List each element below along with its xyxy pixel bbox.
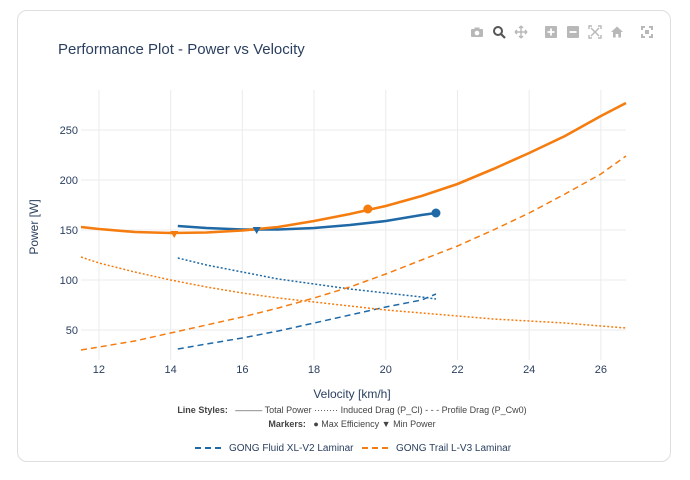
chart-card [17, 10, 671, 462]
y-tick-label-3: 200 [60, 175, 78, 187]
markers-note: Markers: ● Max Efficiency ▼ Min Power [268, 414, 435, 431]
camera-icon[interactable] [468, 23, 486, 41]
line-styles-text: ——— Total Power ········ Induced Drag (P… [235, 405, 526, 415]
y-axis-ticks: 50 100 150 200 250 [60, 125, 78, 337]
modebar [468, 23, 660, 41]
legend-label-0: GONG Fluid XL-V2 Laminar [229, 443, 354, 454]
pan-icon[interactable] [512, 23, 530, 41]
series-0-min-power-marker[interactable] [252, 227, 261, 234]
y-tick-label-0: 50 [66, 325, 78, 337]
legend-item-1[interactable]: GONG Trail L-V3 Laminar [362, 443, 512, 454]
series-0-induced-drag-line[interactable] [177, 257, 437, 300]
x-tick-label-4: 20 [380, 364, 392, 376]
y-tick-label-1: 100 [60, 275, 78, 287]
markers-text: ● Max Efficiency ▼ Min Power [313, 419, 435, 429]
home-icon[interactable] [608, 23, 626, 41]
line-styles-note: Line Styles: ——— Total Power ········ In… [177, 400, 526, 417]
y-axis-label: Power [W] [27, 199, 41, 254]
autoscale-icon[interactable] [586, 23, 604, 41]
y-tick-label-2: 150 [60, 225, 78, 237]
zoom-out-icon[interactable] [564, 23, 582, 41]
fullscreen-icon[interactable] [638, 23, 656, 41]
zoom-in-icon[interactable] [542, 23, 560, 41]
markers-label: Markers: [268, 419, 306, 429]
series-0-total-power-line[interactable] [177, 211, 437, 231]
x-axis-label: Velocity [km/h] [313, 387, 390, 401]
legend-label-1: GONG Trail L-V3 Laminar [396, 443, 512, 454]
chart-title: Performance Plot - Power vs Velocity [58, 41, 305, 58]
x-tick-label-2: 16 [236, 364, 248, 376]
line-styles-label: Line Styles: [177, 405, 228, 415]
x-tick-label-1: 14 [165, 364, 177, 376]
x-tick-label-6: 24 [523, 364, 535, 376]
x-tick-label-7: 26 [595, 364, 607, 376]
series-0-max-efficiency-marker[interactable] [431, 208, 441, 218]
series-1-total-power-line[interactable] [80, 101, 627, 235]
x-tick-label-5: 22 [451, 364, 463, 376]
zoom-icon[interactable] [490, 23, 508, 41]
series-1-induced-drag-line[interactable] [80, 256, 627, 329]
legend-item-0[interactable]: GONG Fluid XL-V2 Laminar [195, 443, 354, 454]
plot-area[interactable] [80, 101, 627, 351]
series-1-profile-drag-line[interactable] [80, 155, 627, 351]
legend: GONG Fluid XL-V2 Laminar GONG Trail L-V3… [195, 443, 512, 454]
y-tick-label-4: 250 [60, 125, 78, 137]
x-tick-label-3: 18 [308, 364, 320, 376]
series-1-min-power-marker[interactable] [170, 231, 179, 238]
series-0-profile-drag-line[interactable] [177, 293, 437, 350]
x-axis-ticks: 12 14 16 18 20 22 24 26 [93, 364, 607, 376]
series-1-max-efficiency-marker[interactable] [363, 204, 373, 214]
x-tick-label-0: 12 [93, 364, 105, 376]
